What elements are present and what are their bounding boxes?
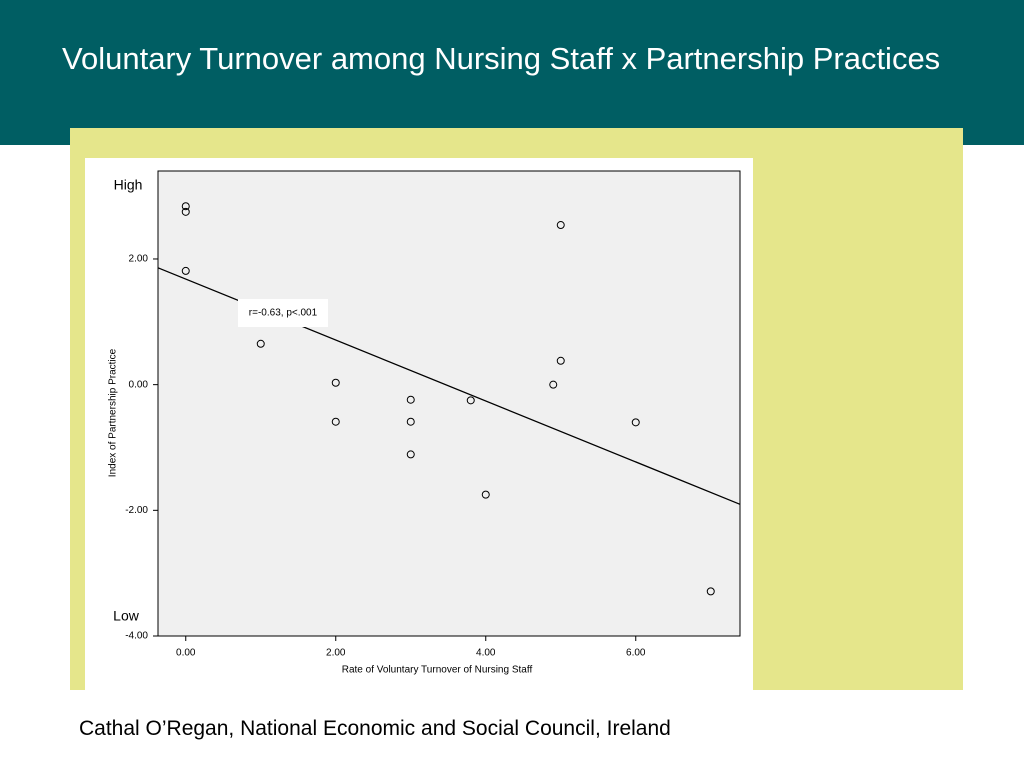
x-tick-label: 2.00 [326, 648, 346, 659]
annotation: r=-0.63, p<.001 [249, 308, 318, 319]
x-tick-label: 0.00 [176, 648, 196, 659]
y-axis-label: Index of Partnership Practice [108, 348, 119, 477]
data-point [631, 418, 640, 427]
y-tick-label: -2.00 [125, 505, 148, 516]
data-point [331, 378, 340, 387]
header-band [0, 0, 1024, 145]
y-tick-label: 2.00 [129, 254, 149, 265]
data-point [181, 202, 190, 211]
data-point [181, 266, 190, 275]
footer: Cathal O’Regan, National Economic and So… [79, 717, 671, 740]
high-label: High [114, 177, 143, 193]
data-point [556, 221, 565, 230]
data-point [406, 417, 415, 426]
data-point [406, 450, 415, 459]
x-axis-label: Rate of Voluntary Turnover of Nursing St… [342, 665, 533, 676]
low-label: Low [113, 608, 140, 624]
data-point [556, 356, 565, 365]
data-point [706, 587, 715, 596]
x-tick-label: 6.00 [626, 648, 646, 659]
data-point [331, 417, 340, 426]
annotation-box [238, 299, 328, 327]
plot-area [157, 170, 741, 637]
y-tick-label: -4.00 [125, 631, 148, 642]
data-point [466, 396, 475, 405]
data-point [256, 339, 265, 348]
data-point [181, 207, 190, 216]
y-tick-label: 0.00 [129, 379, 149, 390]
slide-title: Voluntary Turnover among Nursing Staff x… [62, 41, 941, 76]
data-point [406, 395, 415, 404]
data-point [481, 490, 490, 499]
data-point [549, 380, 558, 389]
x-tick-label: 4.00 [476, 648, 496, 659]
